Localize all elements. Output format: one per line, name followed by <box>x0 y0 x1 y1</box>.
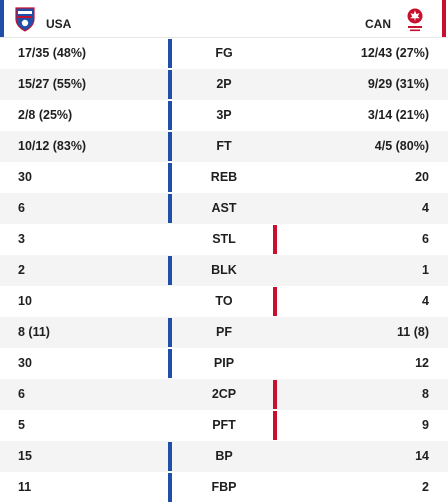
stat-label: TO <box>215 294 233 308</box>
stat-row-3p: 2/8 (25%) 3P 3/14 (21%) <box>0 100 448 131</box>
away-stat-value: 8 <box>422 387 429 401</box>
home-lead-indicator <box>168 132 172 161</box>
stat-row-pip: 30 PIP 12 <box>0 348 448 379</box>
home-stat-value: 30 <box>18 170 32 184</box>
away-stat-value: 4 <box>422 201 429 215</box>
away-lead-indicator <box>273 287 277 316</box>
home-lead-indicator <box>168 194 172 223</box>
away-lead-indicator <box>273 225 277 254</box>
home-stat-value: 8 (11) <box>18 325 50 339</box>
away-stat-value: 6 <box>422 232 429 246</box>
away-team-color-bar <box>442 0 446 37</box>
home-stat-value: 2 <box>18 263 25 277</box>
home-stat-value: 10 <box>18 294 32 308</box>
stat-row-ft: 10/12 (83%) FT 4/5 (80%) <box>0 131 448 162</box>
home-stat-value: 2/8 (25%) <box>18 108 73 122</box>
home-lead-indicator <box>168 349 172 378</box>
home-lead-indicator <box>168 39 172 68</box>
stat-label: 2P <box>216 77 232 91</box>
stat-row-2p: 15/27 (55%) 2P 9/29 (31%) <box>0 69 448 100</box>
stat-row-pft: 5 PFT 9 <box>0 410 448 441</box>
stat-label: PIP <box>213 356 235 370</box>
away-stat-value: 12 <box>415 356 429 370</box>
home-lead-indicator <box>168 318 172 347</box>
away-stat-value: 12/43 (27%) <box>360 46 429 60</box>
stat-label: FT <box>216 139 232 153</box>
home-stat-value: 30 <box>18 356 32 370</box>
stat-label: BLK <box>211 263 237 277</box>
stat-row-fbp: 11 FBP 2 <box>0 472 448 503</box>
away-stat-value: 20 <box>415 170 429 184</box>
stat-row-stl: 3 STL 6 <box>0 224 448 255</box>
stat-row-reb: 30 REB 20 <box>0 162 448 193</box>
stat-label: PF <box>216 325 232 339</box>
stat-label: STL <box>212 232 236 246</box>
home-lead-indicator <box>168 256 172 285</box>
home-team-color-bar <box>0 0 4 37</box>
away-lead-indicator <box>273 411 277 440</box>
usa-basketball-logo-icon <box>15 7 35 32</box>
away-lead-indicator <box>273 380 277 409</box>
stat-label: REB <box>210 170 238 184</box>
stat-row-blk: 2 BLK 1 <box>0 255 448 286</box>
away-stat-value: 4 <box>422 294 429 308</box>
home-stat-value: 17/35 (48%) <box>18 46 87 60</box>
away-stat-value: 1 <box>422 263 429 277</box>
away-stat-value: 4/5 (80%) <box>374 139 429 153</box>
stat-row-ast: 6 AST 4 <box>0 193 448 224</box>
stat-label: FBP <box>211 480 237 494</box>
home-stat-value: 15/27 (55%) <box>18 77 87 91</box>
home-stat-value: 6 <box>18 387 25 401</box>
stat-row-pf: 8 (11) PF 11 (8) <box>0 317 448 348</box>
home-lead-indicator <box>168 473 172 502</box>
home-stat-value: 11 <box>18 480 32 494</box>
home-stat-value: 15 <box>18 449 32 463</box>
stat-label: 3P <box>216 108 232 122</box>
away-stat-value: 9 <box>422 418 429 432</box>
away-stat-value: 2 <box>422 480 429 494</box>
away-stat-value: 9/29 (31%) <box>367 77 429 91</box>
stats-table: 17/35 (48%) FG 12/43 (27%) 15/27 (55%) 2P 9/2… <box>0 38 448 503</box>
away-stat-value: 3/14 (21%) <box>367 108 429 122</box>
home-lead-indicator <box>168 442 172 471</box>
canada-basketball-logo-icon <box>407 8 423 32</box>
stat-label: PFT <box>212 418 236 432</box>
stat-label: AST <box>211 201 237 215</box>
stat-row-to: 10 TO 4 <box>0 286 448 317</box>
stat-label: FG <box>215 46 233 60</box>
stat-row-bp: 15 BP 14 <box>0 441 448 472</box>
away-team-name: CAN <box>365 17 391 31</box>
home-lead-indicator <box>168 163 172 192</box>
stat-label: 2CP <box>211 387 237 401</box>
home-lead-indicator <box>168 101 172 130</box>
away-stat-value: 14 <box>415 449 429 463</box>
home-stat-value: 10/12 (83%) <box>18 139 87 153</box>
stat-row-fg: 17/35 (48%) FG 12/43 (27%) <box>0 38 448 69</box>
stat-row-2cp: 6 2CP 8 <box>0 379 448 410</box>
home-stat-value: 5 <box>18 418 25 432</box>
teams-header: USA CAN <box>0 0 448 38</box>
stat-label: BP <box>215 449 233 463</box>
home-team-name: USA <box>46 17 72 31</box>
home-stat-value: 3 <box>18 232 25 246</box>
home-stat-value: 6 <box>18 201 25 215</box>
away-stat-value: 11 (8) <box>397 325 429 339</box>
home-lead-indicator <box>168 70 172 99</box>
